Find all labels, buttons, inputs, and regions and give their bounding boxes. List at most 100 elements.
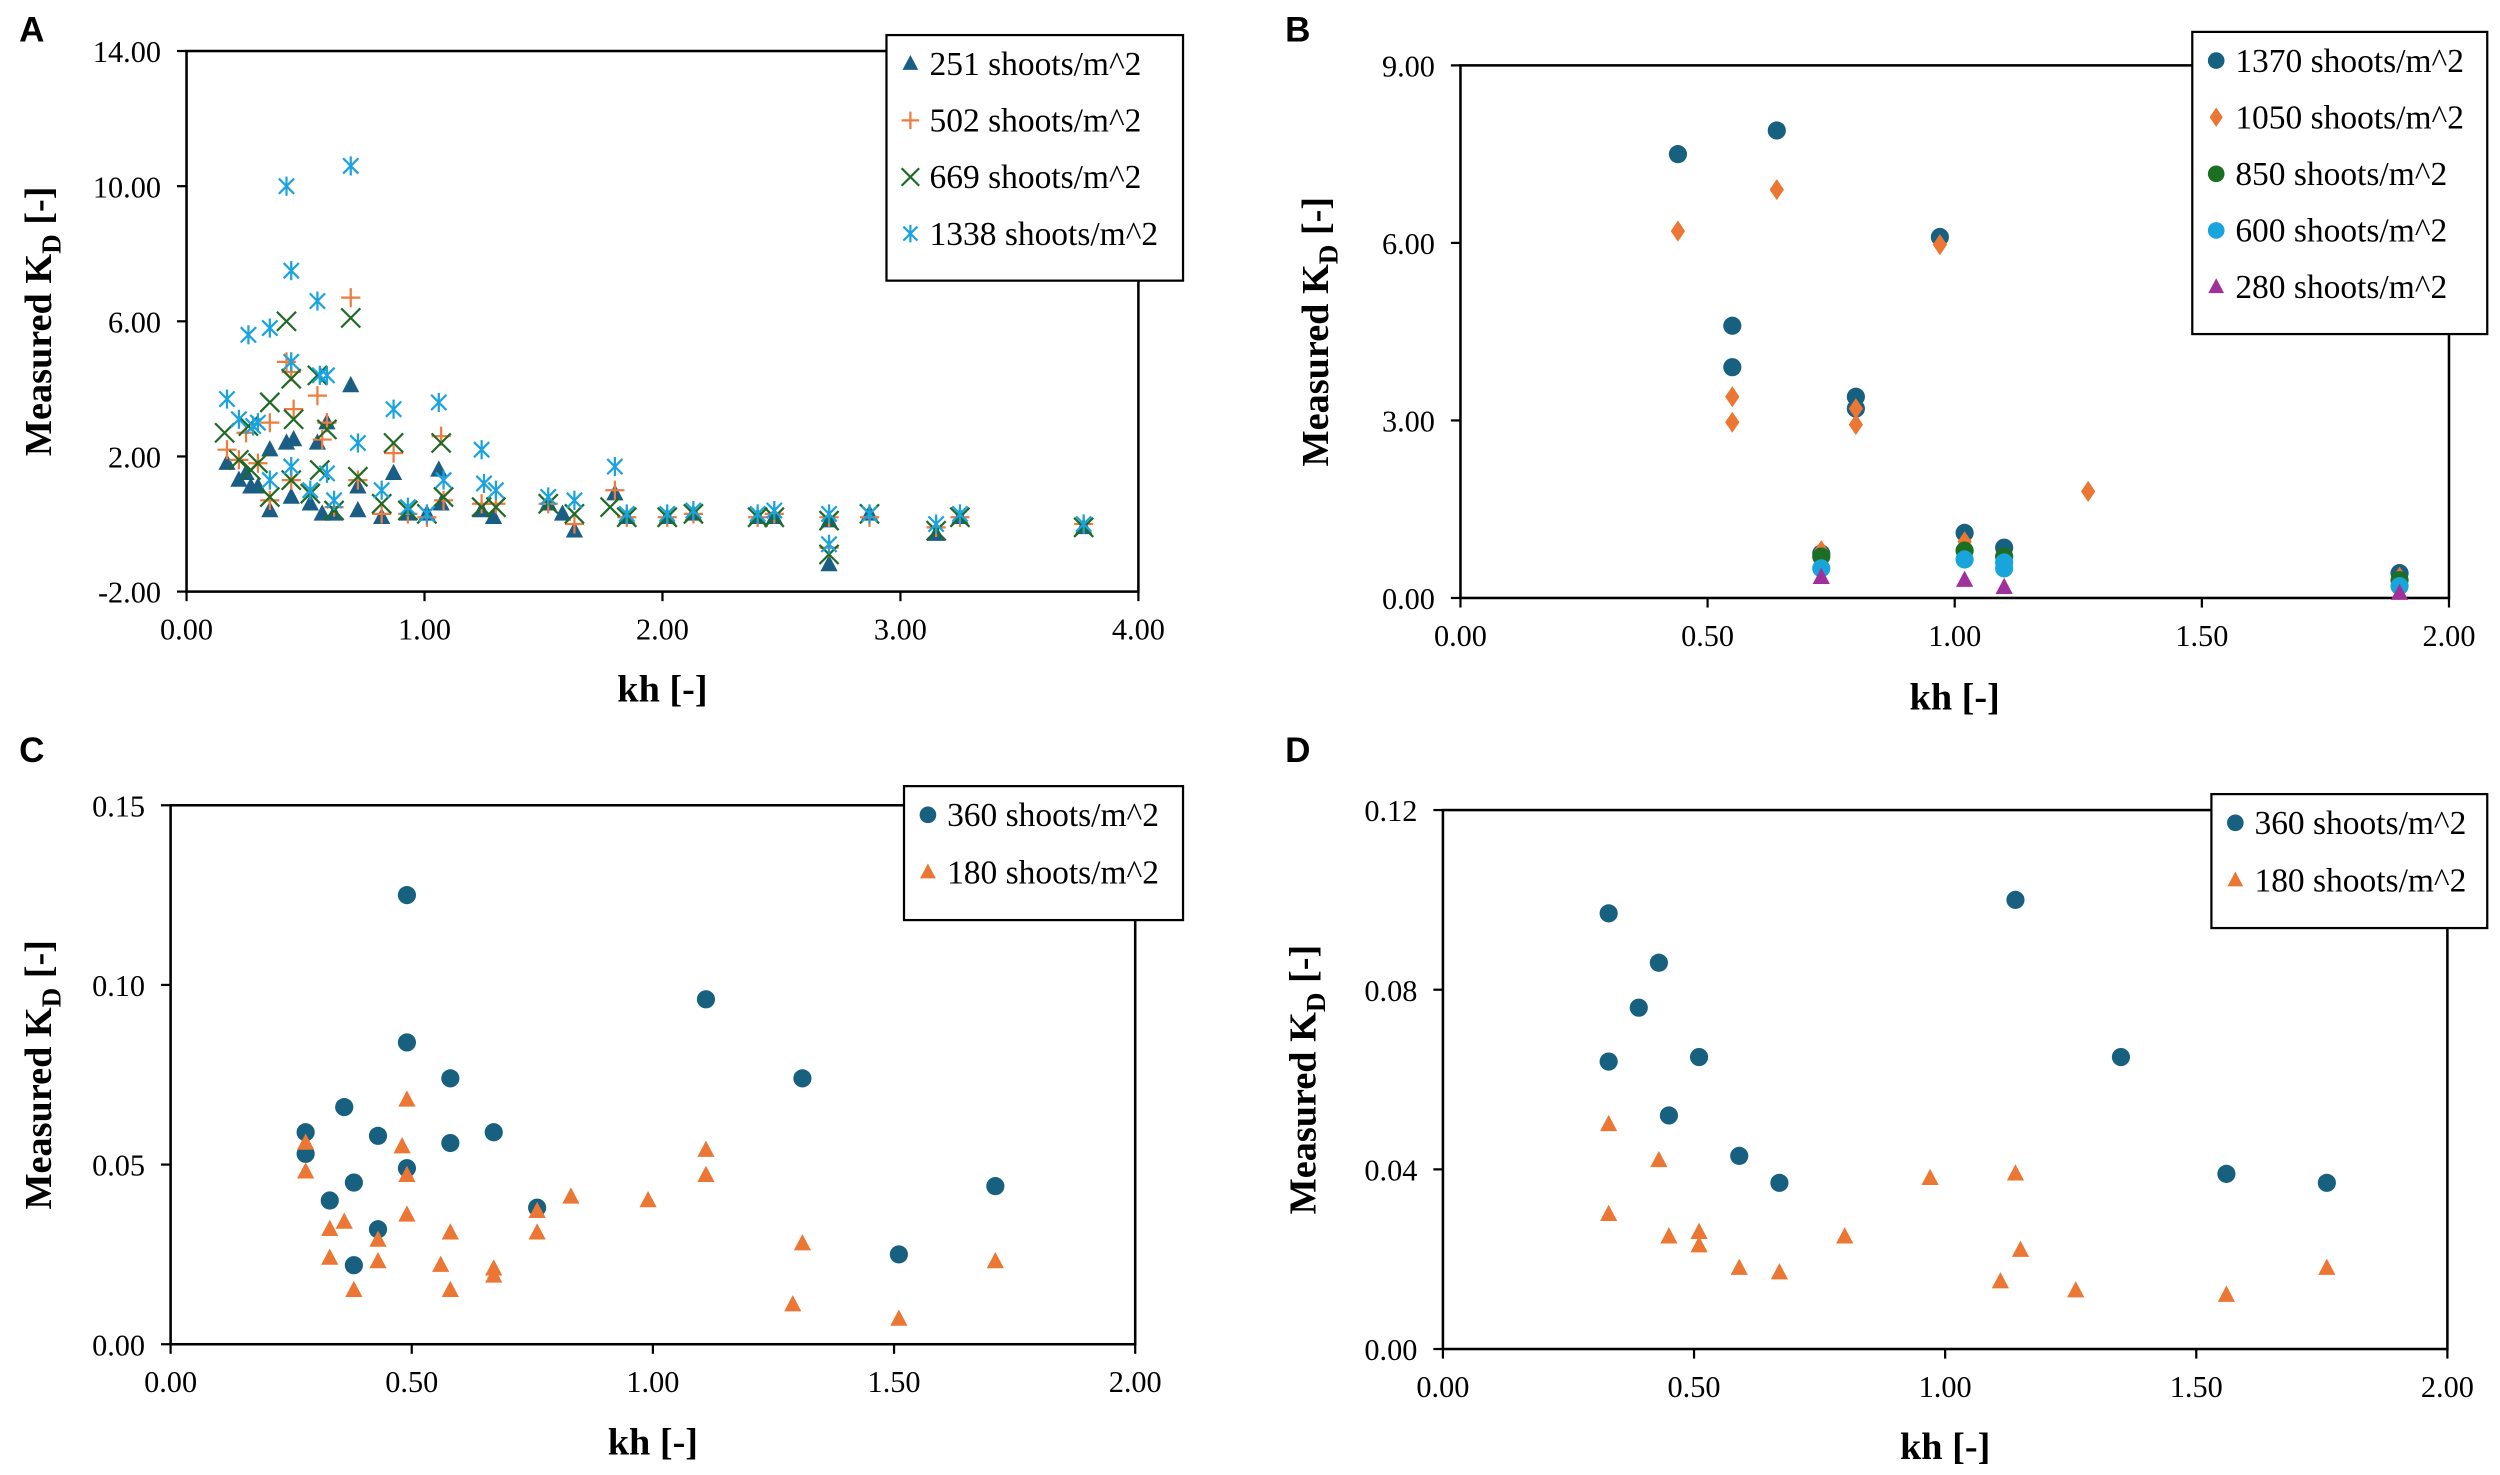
data-point — [308, 433, 327, 450]
legend-marker-icon — [2209, 107, 2223, 127]
data-point — [230, 409, 248, 429]
plot-frame — [1441, 808, 2449, 1351]
data-point — [484, 507, 503, 524]
x-tick-label: 4.00 — [1112, 612, 1165, 646]
x-tick-label: 1.00 — [1928, 619, 1981, 653]
panel-a: A 0.00 1.00 2.00 3.00 4.00 -2.00 2.00 6.00 10.00 1… — [18, 10, 1185, 711]
data-point — [384, 443, 404, 463]
data-point — [473, 440, 491, 460]
series-4 — [1812, 567, 2409, 600]
data-point — [398, 1205, 416, 1222]
data-point — [280, 368, 302, 390]
data-point — [320, 1191, 339, 1210]
data-point — [697, 1165, 715, 1183]
data-point — [553, 504, 572, 521]
data-point — [1659, 1106, 1679, 1125]
data-point — [1848, 398, 1864, 420]
data-point — [369, 1230, 387, 1247]
x-tick-label: 3.00 — [874, 612, 927, 646]
legend-marker-icon — [900, 167, 920, 187]
data-point — [217, 440, 237, 460]
data-point — [1730, 1258, 1748, 1275]
x-axis-title: kh [-] — [608, 1421, 698, 1463]
data-point — [1991, 1272, 2010, 1289]
data-point — [1932, 234, 1948, 256]
y-tick-label: 9.00 — [1382, 50, 1435, 84]
y-tick-label: 2.00 — [108, 441, 161, 475]
data-point — [1995, 553, 2014, 572]
data-point — [301, 480, 319, 500]
data-point — [2217, 1164, 2236, 1183]
data-point — [484, 1123, 503, 1142]
data-point — [259, 392, 281, 413]
x-axis-title: kh [-] — [617, 669, 707, 711]
panel-label: B — [1285, 10, 1310, 49]
legend-marker-icon — [901, 111, 920, 130]
data-point — [308, 291, 326, 311]
data-point — [393, 1137, 411, 1154]
legend-marker-icon — [920, 863, 936, 879]
data-point — [890, 1309, 908, 1326]
legend-entry: 360 shoots/m^2 — [2254, 805, 2466, 842]
y-tick-label: 0.00 — [1364, 1333, 1417, 1367]
y-axis-title-main: Measured K — [1295, 264, 1337, 466]
data-point — [1769, 179, 1784, 201]
data-point — [487, 480, 505, 500]
data-point — [259, 486, 281, 508]
data-point — [485, 1266, 503, 1283]
data-point — [1725, 411, 1740, 433]
y-axis-title-tail: [-] — [18, 940, 60, 988]
data-point — [562, 1187, 580, 1204]
y-tick-label: 14.00 — [93, 35, 161, 69]
data-point — [342, 156, 360, 176]
data-point — [283, 408, 304, 430]
series-2 — [214, 307, 1095, 565]
legend-marker-icon — [2207, 222, 2225, 239]
data-point — [342, 375, 360, 393]
data-point — [385, 399, 403, 419]
data-point — [1723, 316, 1742, 335]
legend-entry: 180 shoots/m^2 — [947, 854, 1159, 891]
y-tick-label: -2.00 — [98, 576, 161, 610]
data-point — [861, 504, 878, 524]
data-point — [1770, 1173, 1789, 1192]
data-point — [684, 500, 702, 521]
data-point — [1995, 577, 2013, 595]
x-tick-label: 1.50 — [2175, 619, 2228, 653]
legend-box — [885, 33, 1185, 282]
x-tick-label: 0.50 — [1668, 1370, 1721, 1404]
data-point — [307, 386, 327, 406]
data-point — [368, 1126, 388, 1145]
x-tick-label: 0.00 — [1416, 1370, 1469, 1404]
data-point — [1921, 1168, 1939, 1186]
data-point — [1599, 1052, 1618, 1071]
data-point — [528, 1201, 546, 1218]
data-point — [430, 432, 452, 454]
x-tick-label: 1.00 — [398, 612, 451, 646]
data-point — [793, 1069, 812, 1088]
y-tick-label: 0.00 — [92, 1328, 145, 1362]
data-point — [441, 1223, 459, 1240]
series-1 — [1600, 1114, 2336, 1302]
legend-entry: 1338 shoots/m^2 — [930, 216, 1159, 253]
data-point — [820, 554, 838, 572]
data-point — [2006, 890, 2025, 909]
data-point — [749, 504, 767, 524]
legend-marker-icon — [2207, 52, 2225, 69]
data-point — [296, 1123, 315, 1142]
data-point — [284, 399, 304, 419]
data-point — [260, 490, 280, 510]
data-point — [820, 504, 838, 524]
y-tick-label: 0.05 — [92, 1149, 145, 1183]
data-point — [297, 1162, 315, 1179]
y-tick-label: 0.00 — [1382, 582, 1435, 616]
data-point — [341, 288, 361, 308]
data-point — [418, 504, 436, 524]
data-point — [237, 463, 255, 481]
data-point — [430, 392, 448, 412]
data-point — [432, 494, 450, 511]
data-point — [1649, 953, 1668, 972]
data-point — [345, 1280, 363, 1298]
data-point — [368, 1220, 388, 1239]
